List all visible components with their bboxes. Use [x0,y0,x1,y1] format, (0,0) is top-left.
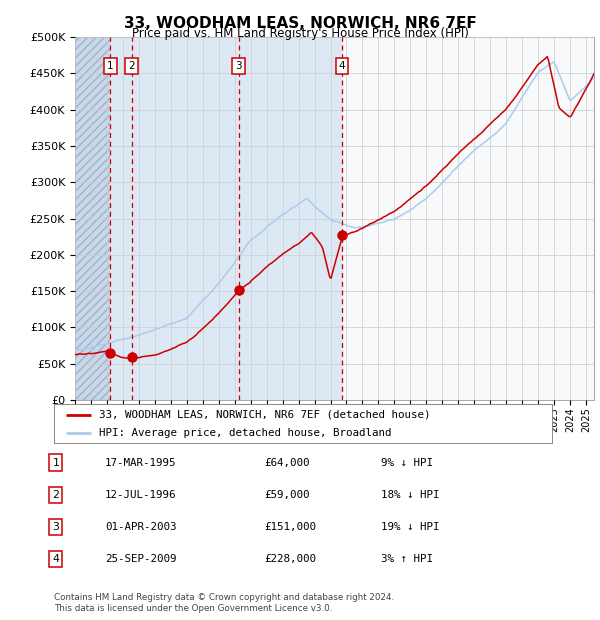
Text: 4: 4 [339,61,346,71]
Text: £151,000: £151,000 [264,522,316,532]
Text: 01-APR-2003: 01-APR-2003 [105,522,176,532]
Text: 17-MAR-1995: 17-MAR-1995 [105,458,176,467]
Text: Price paid vs. HM Land Registry's House Price Index (HPI): Price paid vs. HM Land Registry's House … [131,27,469,40]
Bar [239,37,342,400]
Text: £59,000: £59,000 [264,490,310,500]
Text: 9% ↓ HPI: 9% ↓ HPI [381,458,433,467]
Text: 3: 3 [52,522,59,532]
Bar [75,37,110,400]
Text: 2: 2 [52,490,59,500]
Text: £228,000: £228,000 [264,554,316,564]
Text: 1: 1 [107,61,113,71]
Bar [131,37,239,400]
Text: 2: 2 [128,61,135,71]
Text: 1: 1 [52,458,59,467]
Text: Contains HM Land Registry data © Crown copyright and database right 2024.
This d: Contains HM Land Registry data © Crown c… [54,593,394,613]
Text: 33, WOODHAM LEAS, NORWICH, NR6 7EF (detached house): 33, WOODHAM LEAS, NORWICH, NR6 7EF (deta… [99,410,430,420]
Text: 25-SEP-2009: 25-SEP-2009 [105,554,176,564]
Text: 3: 3 [235,61,242,71]
Text: 3% ↑ HPI: 3% ↑ HPI [381,554,433,564]
Text: £64,000: £64,000 [264,458,310,467]
Text: 19% ↓ HPI: 19% ↓ HPI [381,522,439,532]
Text: HPI: Average price, detached house, Broadland: HPI: Average price, detached house, Broa… [99,428,391,438]
Bar [110,37,131,400]
Text: 33, WOODHAM LEAS, NORWICH, NR6 7EF: 33, WOODHAM LEAS, NORWICH, NR6 7EF [124,16,476,30]
Text: 12-JUL-1996: 12-JUL-1996 [105,490,176,500]
Text: 18% ↓ HPI: 18% ↓ HPI [381,490,439,500]
Text: 4: 4 [52,554,59,564]
Bar [342,37,594,400]
